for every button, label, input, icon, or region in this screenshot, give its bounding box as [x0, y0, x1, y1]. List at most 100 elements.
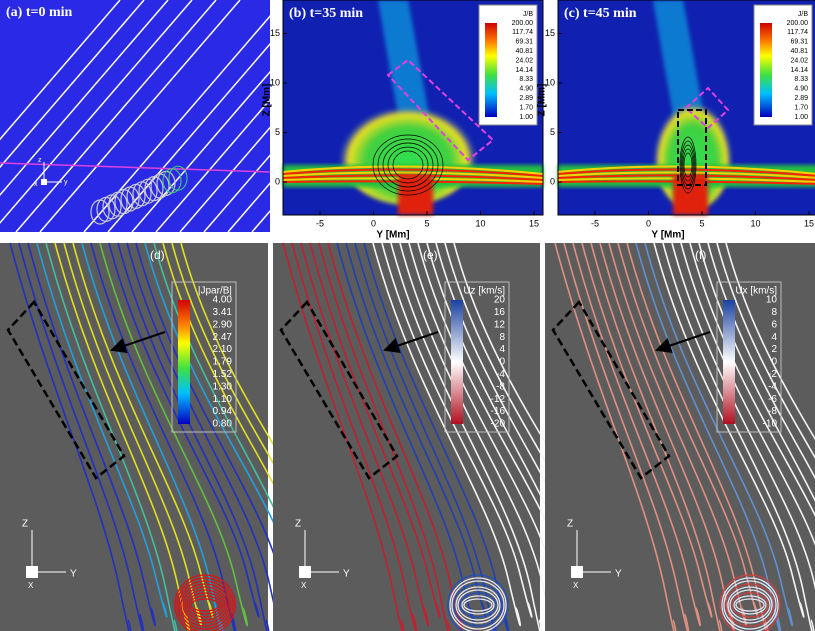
colorbar-label: -10 [763, 419, 778, 430]
colorbar-label: 1.70 [519, 104, 533, 111]
colorbar-label: 3.41 [213, 307, 233, 318]
streamline [9, 242, 132, 631]
dashed-box-black [677, 109, 707, 186]
colorbar-label: 1.79 [213, 357, 233, 368]
x-tick-label: -5 [591, 218, 599, 228]
colorbar-label: 4.90 [519, 86, 533, 93]
y-axis-label: Z [Mm] [537, 84, 548, 117]
triad-label: Z [295, 519, 301, 530]
y-tick-label: 0 [550, 176, 555, 186]
y-tick-label: 15 [270, 28, 280, 38]
colorbar-label: 0.80 [213, 419, 233, 430]
footpoint-loop [182, 586, 228, 624]
streamline [563, 242, 690, 631]
streamline [291, 242, 418, 631]
streamline [72, 242, 214, 618]
contour-loop [387, 146, 429, 184]
field-line [39, 0, 241, 233]
colorbar-label: 20 [494, 295, 506, 306]
colorbar-label: -4 [768, 381, 777, 392]
panel-label: (f) [695, 248, 706, 262]
dashed-box [551, 299, 671, 480]
colorbar-box [171, 281, 237, 433]
footpoint-loop [731, 592, 769, 618]
triad-label: z [38, 157, 42, 164]
colorbar-label: -20 [491, 419, 506, 430]
panel-bg [0, 243, 268, 631]
footpoint-loop [451, 580, 505, 630]
arrow [655, 331, 711, 354]
panel-label: (b) t=35 min [289, 6, 363, 21]
footpoint-loop [735, 598, 765, 612]
colorbar-label: 4.00 [213, 295, 233, 306]
contour-loop [382, 142, 434, 188]
field-line [0, 0, 121, 141]
panel-bg [273, 243, 540, 631]
streamline [63, 242, 203, 627]
footpoint-loop [721, 577, 779, 631]
colorbar-label: 1.00 [519, 114, 533, 121]
streamline [336, 242, 476, 627]
streamline [372, 242, 522, 627]
streamline [117, 242, 270, 631]
colorbar-label: 1.00 [794, 114, 808, 121]
panel-label: (a) t=0 min [6, 5, 73, 20]
streamline [599, 242, 736, 631]
current-sheet [282, 165, 544, 175]
panel-label: (c) t=45 min [564, 6, 637, 21]
colorbar-label: 200.00 [512, 20, 534, 27]
colorbar-label: 6 [771, 319, 777, 330]
footpoint-loop [461, 595, 495, 615]
colorbar-label: 1.52 [213, 369, 233, 380]
streamline [653, 242, 805, 618]
footpoint-loop [190, 598, 220, 612]
streamline [716, 242, 815, 459]
colorbar-box [716, 281, 782, 433]
colorbar-label: 4 [499, 344, 505, 355]
colorbar-label: -16 [491, 406, 506, 417]
colorbar [451, 300, 463, 424]
colorbar-label: 40.81 [515, 48, 533, 55]
streamline [18, 242, 145, 631]
colorbar-label: 14.14 [790, 67, 808, 74]
colorbar [485, 23, 497, 117]
dashed-box [279, 299, 399, 480]
streamline [390, 242, 543, 631]
current-sheet [282, 171, 544, 179]
y-tick-label: 5 [550, 127, 555, 137]
x-tick-label: 10 [475, 218, 485, 228]
streamline [581, 242, 713, 618]
y-tick-label: 10 [545, 77, 555, 87]
footpoint-loop [449, 577, 507, 631]
field-line [0, 0, 145, 169]
flux-tube-loop [168, 165, 188, 191]
colorbar-label: 8.33 [794, 76, 808, 83]
colorbar-title: J/B [798, 11, 808, 18]
triad-label: X [573, 581, 579, 590]
field-line [107, 0, 309, 233]
colorbar-label: 0 [499, 357, 505, 368]
triad-label: Z [567, 519, 573, 530]
current-sheet [282, 168, 544, 177]
streamline [608, 242, 748, 627]
footpoint-loop [459, 592, 497, 618]
colorbar-label: 69.31 [790, 39, 808, 46]
footpoint-loop [174, 574, 236, 631]
streamline [725, 242, 815, 441]
contour-loop [392, 150, 424, 180]
footpoint-loop [457, 589, 499, 621]
x-tick-label: 5 [699, 218, 704, 228]
triad-origin [41, 179, 47, 185]
x-tick-label: 0 [646, 218, 651, 228]
colorbar-label: 2 [771, 344, 777, 355]
contour-loop [682, 148, 694, 182]
streamline [108, 242, 260, 618]
x-tick-label: -5 [316, 218, 324, 228]
footpoint-loop [186, 592, 224, 618]
y-axis-label: Z [Mm] [262, 84, 273, 117]
colorbar-label: -6 [768, 394, 777, 405]
triad-origin [26, 566, 38, 578]
triad-label: Y [70, 569, 77, 580]
x-tick-label: 10 [750, 218, 760, 228]
